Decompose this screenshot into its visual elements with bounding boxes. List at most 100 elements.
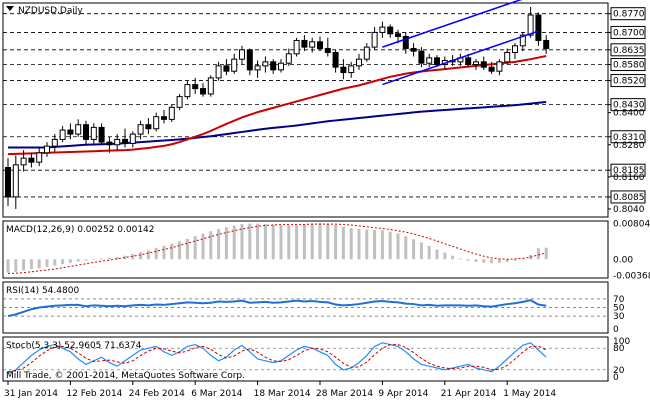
stoch-tick-label: 0	[613, 373, 619, 383]
candle	[293, 37, 300, 57]
macd-bar	[427, 245, 431, 260]
candle	[215, 61, 222, 81]
candle	[153, 112, 160, 132]
price-axis: 0.8770 0.8700 0.8635 0.8580 0.8520 0.84300.84…	[608, 7, 646, 215]
candle-body	[114, 138, 121, 146]
macd-bar	[490, 259, 494, 264]
candle-body	[496, 61, 503, 72]
candle	[473, 59, 479, 70]
macd-bar	[388, 231, 392, 260]
candle	[161, 110, 167, 124]
candle-body	[324, 47, 331, 53]
candle-body	[239, 49, 245, 60]
macd-bar	[302, 224, 306, 260]
macd-bar	[92, 259, 96, 260]
macd-tick-label: 0.00804	[613, 219, 650, 229]
macd-bar	[419, 242, 423, 260]
candle	[278, 59, 284, 73]
candle-body	[410, 47, 417, 52]
price-panel: NZDUSD,Daily 0.87700.87000.86350.85800.8…	[2, 0, 646, 218]
macd-bar	[162, 245, 166, 260]
candle-body	[231, 58, 238, 72]
candle	[51, 134, 58, 152]
time-tick-label: 9 Apr 2014	[378, 389, 428, 399]
candle-body	[535, 14, 542, 41]
macd-bar	[6, 259, 10, 273]
price-tick-label: 0.8400	[613, 109, 645, 119]
macd-bar	[209, 231, 213, 260]
rsi-tick-label: 0	[613, 325, 619, 335]
macd-bar	[115, 257, 119, 260]
candle	[371, 27, 378, 50]
candle-body	[207, 77, 214, 95]
panel-collapse-triangle-icon	[6, 6, 14, 11]
stoch-main-path	[7, 342, 547, 374]
stoch-lines	[7, 342, 547, 374]
macd-bar	[505, 259, 509, 262]
symbol-title: NZDUSD,Daily	[18, 6, 83, 16]
macd-panel-frame	[2, 220, 609, 279]
candle	[356, 53, 362, 70]
price-panel-frame	[2, 2, 609, 218]
channel-lower-line	[382, 30, 539, 86]
candle	[90, 123, 97, 144]
candle	[137, 120, 144, 140]
candle	[176, 93, 183, 110]
price-level-tag: 0.8635	[613, 46, 645, 56]
candle-body	[246, 49, 253, 71]
candle	[223, 59, 230, 76]
rsi-title: RSI(14) 54.4800	[6, 286, 79, 296]
candle	[36, 147, 43, 167]
stoch-tick-label: 20	[613, 366, 625, 376]
candle-body	[44, 145, 50, 154]
candle	[246, 48, 253, 76]
macd-bar	[458, 258, 462, 260]
macd-bar	[154, 248, 158, 260]
candle-body	[504, 51, 511, 63]
macd-signal-path	[7, 223, 547, 275]
candle	[543, 35, 550, 54]
macd-bar	[170, 243, 174, 260]
stoch-tick-label: 80	[613, 344, 625, 354]
candle-body	[98, 126, 105, 143]
candle	[309, 37, 316, 53]
candle-body	[67, 129, 74, 135]
price-level-tag-box	[610, 130, 646, 144]
price-level-tag-box	[610, 74, 646, 88]
macd-bar	[396, 233, 400, 260]
candle-body	[200, 88, 206, 95]
time-tick-label: 31 Jan 2014	[4, 389, 58, 399]
macd-title: MACD(12,26,9) 0.00252 0.00142	[6, 225, 155, 235]
candle	[145, 118, 152, 135]
rsi-level-lines	[3, 298, 608, 317]
macd-bar	[451, 255, 455, 260]
rsi-tick-label: 30	[613, 312, 625, 322]
candle	[387, 24, 394, 38]
candle-body	[129, 133, 136, 144]
candle-body	[168, 106, 175, 120]
macd-bar	[326, 223, 330, 260]
macd-bar	[248, 223, 252, 260]
macd-bar	[84, 259, 88, 261]
candle-body	[309, 41, 316, 48]
candle	[239, 45, 245, 65]
macd-bar	[53, 259, 57, 266]
time-tick-label: 24 Feb 2014	[129, 389, 185, 399]
candle	[402, 32, 409, 54]
macd-panel: MACD(12,26,9) 0.00252 0.00142 0.00804 0.0…	[2, 219, 650, 282]
macd-tick-label: 0.00	[613, 255, 633, 265]
candle-body	[36, 152, 43, 163]
price-tick-label: 0.8160	[613, 173, 645, 183]
candle-body	[371, 31, 378, 48]
candle-body	[12, 164, 19, 198]
candle-body	[5, 167, 11, 198]
price-level-tag-box	[610, 58, 646, 72]
candle	[207, 75, 214, 97]
macd-bar	[497, 259, 501, 263]
macd-bar	[232, 225, 236, 260]
candle-body	[465, 57, 472, 66]
rsi-tick-label: 50	[613, 304, 625, 314]
macd-bar	[37, 259, 41, 269]
